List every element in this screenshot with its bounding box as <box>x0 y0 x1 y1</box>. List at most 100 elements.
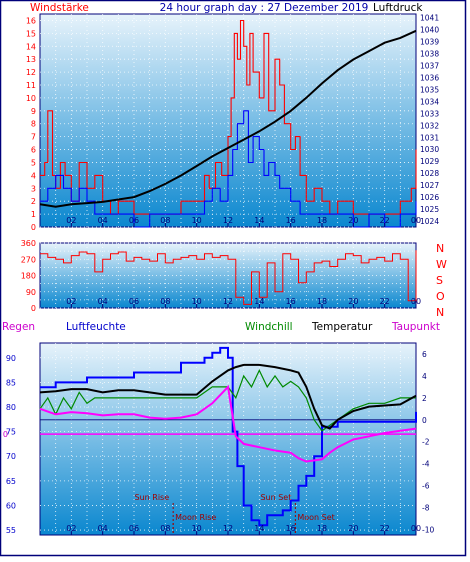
wind-axis-tick: 15 <box>26 29 36 38</box>
panel1-xtick-label: 06 <box>129 216 139 225</box>
annotation-moon-rise: Moon Rise <box>175 513 216 522</box>
wind-axis-tick: 14 <box>26 42 36 51</box>
temperature-axis-tick: 6 <box>422 350 427 359</box>
panel1-xtick-label: 18 <box>317 216 327 225</box>
annotation-moon-set: Moon Set <box>297 513 334 522</box>
header-left: Windstärke <box>30 2 89 14</box>
panel3-xtick-label: 14 <box>254 524 264 533</box>
panel1-xtick-label: 14 <box>254 216 264 225</box>
panel3-xtick-label: 02 <box>66 524 76 533</box>
compass-label: N <box>436 306 444 319</box>
wind-axis-tick: 0 <box>31 223 36 232</box>
panel2-xtick-label: 10 <box>192 297 202 306</box>
panel3-xtick-label: 10 <box>192 524 202 533</box>
compass-label: N <box>436 242 444 255</box>
panel1-xtick-label: 12 <box>223 216 233 225</box>
wind-axis-tick: 6 <box>31 146 36 155</box>
series-wind <box>40 110 417 228</box>
series-temperatur <box>39 363 417 430</box>
panel3-xtick-label: 22 <box>380 524 390 533</box>
wind-axis-tick: 9 <box>31 107 36 116</box>
direction-axis-tick: 360 <box>21 239 36 248</box>
panel2-xtick-label: 12 <box>223 297 233 306</box>
series-taupunkt <box>39 384 417 463</box>
wind-pressure-panel: 0123456789101112131415161024102510261027… <box>26 13 439 232</box>
temperature-axis-tick: 0 <box>422 416 427 425</box>
header-right: Luftdruck <box>373 2 423 14</box>
wind-axis-tick: 10 <box>26 94 36 103</box>
panel2-xtick-label: 20 <box>348 297 358 306</box>
panel2-xtick-label: 02 <box>66 297 76 306</box>
pressure-axis-tick: 1027 <box>420 181 439 190</box>
legend-luftfeuchte: Luftfeuchte <box>66 321 126 333</box>
pressure-axis-tick: 1039 <box>420 38 439 47</box>
series-luftfeuchte <box>40 346 417 527</box>
compass-label: W <box>436 258 447 271</box>
wind-axis-tick: 7 <box>31 133 36 142</box>
annotation-sun-set: Sun Set <box>260 493 291 502</box>
pressure-axis-tick: 1026 <box>420 193 439 202</box>
temperature-axis-tick: 2 <box>422 394 427 403</box>
legend-taupunkt: Taupunkt <box>391 321 440 333</box>
wind-axis-tick: 5 <box>31 158 36 167</box>
panel1-xtick-label: 08 <box>160 216 170 225</box>
panel3-xtick-label: 08 <box>160 524 170 533</box>
pressure-axis-tick: 1037 <box>420 61 439 70</box>
wind-axis-tick: 8 <box>31 120 36 129</box>
panel1-xtick-label: 02 <box>66 216 76 225</box>
panel3-xtick-label: 18 <box>317 524 327 533</box>
panel2-xtick-label: 14 <box>254 297 264 306</box>
humidity-axis-tick: 55 <box>6 526 16 535</box>
panel3-xtick-label: 04 <box>98 524 108 533</box>
wind-axis-tick: 16 <box>26 16 36 25</box>
pressure-axis-tick: 1036 <box>420 73 439 82</box>
humidity-axis-tick: 85 <box>6 378 16 387</box>
panel2-xtick-label: 16 <box>286 297 296 306</box>
direction-axis-tick: 180 <box>21 272 36 281</box>
humidity-axis-tick: 75 <box>6 428 16 437</box>
pressure-axis-tick: 1040 <box>420 26 439 35</box>
panel1-xtick-label: 20 <box>348 216 358 225</box>
pressure-axis-tick: 1028 <box>420 169 439 178</box>
wind-axis-tick: 3 <box>31 184 36 193</box>
pressure-axis-tick: 1024 <box>420 217 439 226</box>
wind-axis-tick: 13 <box>26 55 36 64</box>
panel3-xtick-label: 00 <box>411 524 421 533</box>
series-windböen <box>40 19 417 215</box>
panel1-xtick-label: 04 <box>98 216 108 225</box>
wind-axis-tick: 1 <box>31 210 36 219</box>
humidity-axis-tick: 80 <box>6 403 16 412</box>
annotation-sun-rise: Sun Rise <box>135 493 170 502</box>
pressure-axis-tick: 1038 <box>420 49 439 58</box>
panel2-xtick-label: 04 <box>98 297 108 306</box>
panel3-xtick-label: 20 <box>348 524 358 533</box>
panel2-xtick-label: 18 <box>317 297 327 306</box>
panel1-xtick-label: 16 <box>286 216 296 225</box>
humidity-axis-tick: 65 <box>6 477 16 486</box>
humidity-axis-tick: 70 <box>6 452 16 461</box>
panel2-xtick-label: 00 <box>411 297 421 306</box>
legend-temperatur: Temperatur <box>311 321 373 333</box>
panel2-xtick-label: 08 <box>160 297 170 306</box>
direction-axis-tick: 0 <box>31 304 36 313</box>
temperature-axis-tick: -6 <box>422 482 430 491</box>
temperature-axis-tick: -2 <box>422 438 430 447</box>
pressure-axis-tick: 1030 <box>420 145 439 154</box>
direction-axis-tick: 90 <box>26 288 36 297</box>
direction-axis-tick: 270 <box>21 255 36 264</box>
pressure-axis-tick: 1025 <box>420 205 439 214</box>
regen-value: 0 <box>3 430 8 439</box>
compass-label: O <box>436 290 445 303</box>
pressure-axis-tick: 1035 <box>420 85 439 94</box>
temperature-axis-tick: -10 <box>422 526 434 535</box>
pressure-axis-tick: 1034 <box>420 97 439 106</box>
humidity-axis-tick: 60 <box>6 501 16 510</box>
wind-axis-tick: 4 <box>31 171 36 180</box>
wind-axis-tick: 12 <box>26 68 36 77</box>
temperature-axis-tick: 4 <box>422 372 427 381</box>
series-windrichtung <box>40 250 417 305</box>
panel1-xtick-label: 10 <box>192 216 202 225</box>
